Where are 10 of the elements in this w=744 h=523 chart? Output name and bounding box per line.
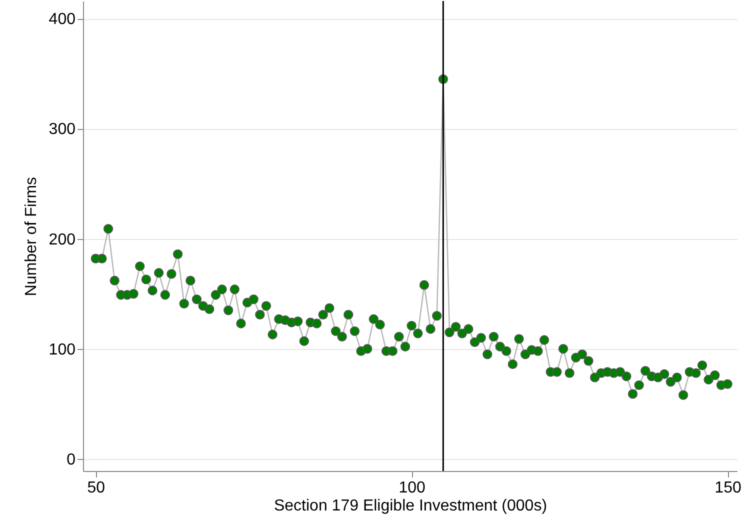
x-tick-label: 100 bbox=[398, 480, 426, 496]
x-tick-label: 150 bbox=[714, 480, 742, 496]
y-tick-label: 300 bbox=[48, 121, 76, 138]
y-tick-label: 200 bbox=[48, 231, 76, 248]
x-axis-title: Section 179 Eligible Investment (000s) bbox=[274, 498, 548, 514]
y-tick-label: 100 bbox=[48, 341, 76, 358]
y-tick-label: 0 bbox=[66, 451, 76, 468]
y-axis-title: Number of Firms bbox=[22, 176, 40, 296]
x-tick-label: 50 bbox=[87, 480, 106, 496]
y-tick-label: 400 bbox=[48, 11, 76, 28]
